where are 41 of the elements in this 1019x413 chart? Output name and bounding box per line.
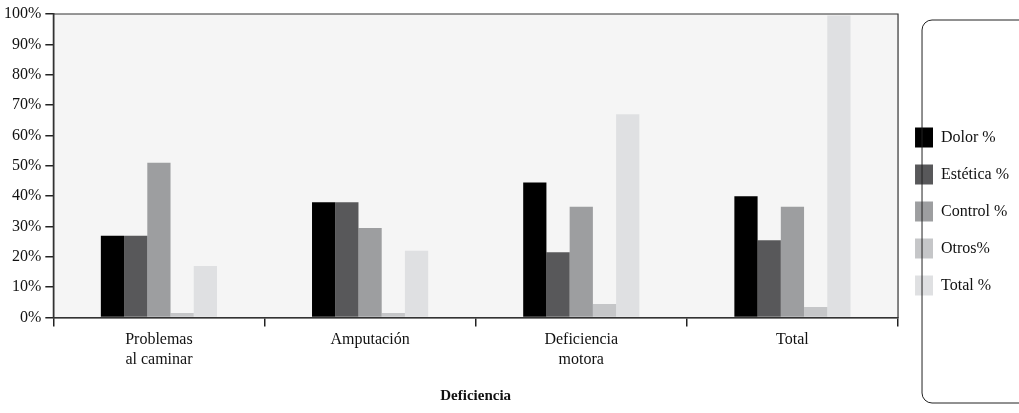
bar [592,303,617,317]
y-tick-label: 100% [4,4,42,22]
bar [100,235,125,317]
y-tick-label: 60% [12,125,42,143]
y-tick-label: 0% [20,307,42,325]
bar [569,206,593,317]
bar [335,202,359,317]
y-tick-label: 50% [12,156,42,173]
bar [404,250,429,317]
y-tick-label: 30% [12,216,42,234]
x-tick-label: Amputación [330,330,410,349]
legend-label: Total % [941,275,992,293]
legend-label: Estética % [941,164,1009,182]
y-tick-label: 20% [12,247,42,265]
bar [546,252,570,317]
bar [358,228,382,317]
legend-label: Control % [941,201,1008,219]
bar [312,202,336,317]
bar [193,265,217,317]
bar [827,15,851,317]
y-tick-label: 40% [12,186,42,204]
bar [616,114,640,317]
bar [757,240,781,317]
bar [804,306,828,317]
bar [124,235,148,317]
x-tick-label: Problemas al caminar [125,330,194,367]
y-tick-label: 70% [12,95,42,113]
x-tick-label: Deficiencia motora [544,330,619,367]
x-axis-title: Deficiencia [440,386,512,403]
bar [734,196,758,317]
legend-label: Dolor % [941,127,996,145]
bar [523,182,547,317]
y-tick-label: 10% [12,277,42,295]
y-tick-label: 90% [12,34,42,52]
y-tick-label: 80% [12,64,42,82]
bar [780,206,805,317]
x-tick-label: Total [776,330,810,348]
bar [170,313,194,317]
bar [381,313,405,317]
bar [147,162,171,317]
legend-label: Otros% [941,238,990,256]
